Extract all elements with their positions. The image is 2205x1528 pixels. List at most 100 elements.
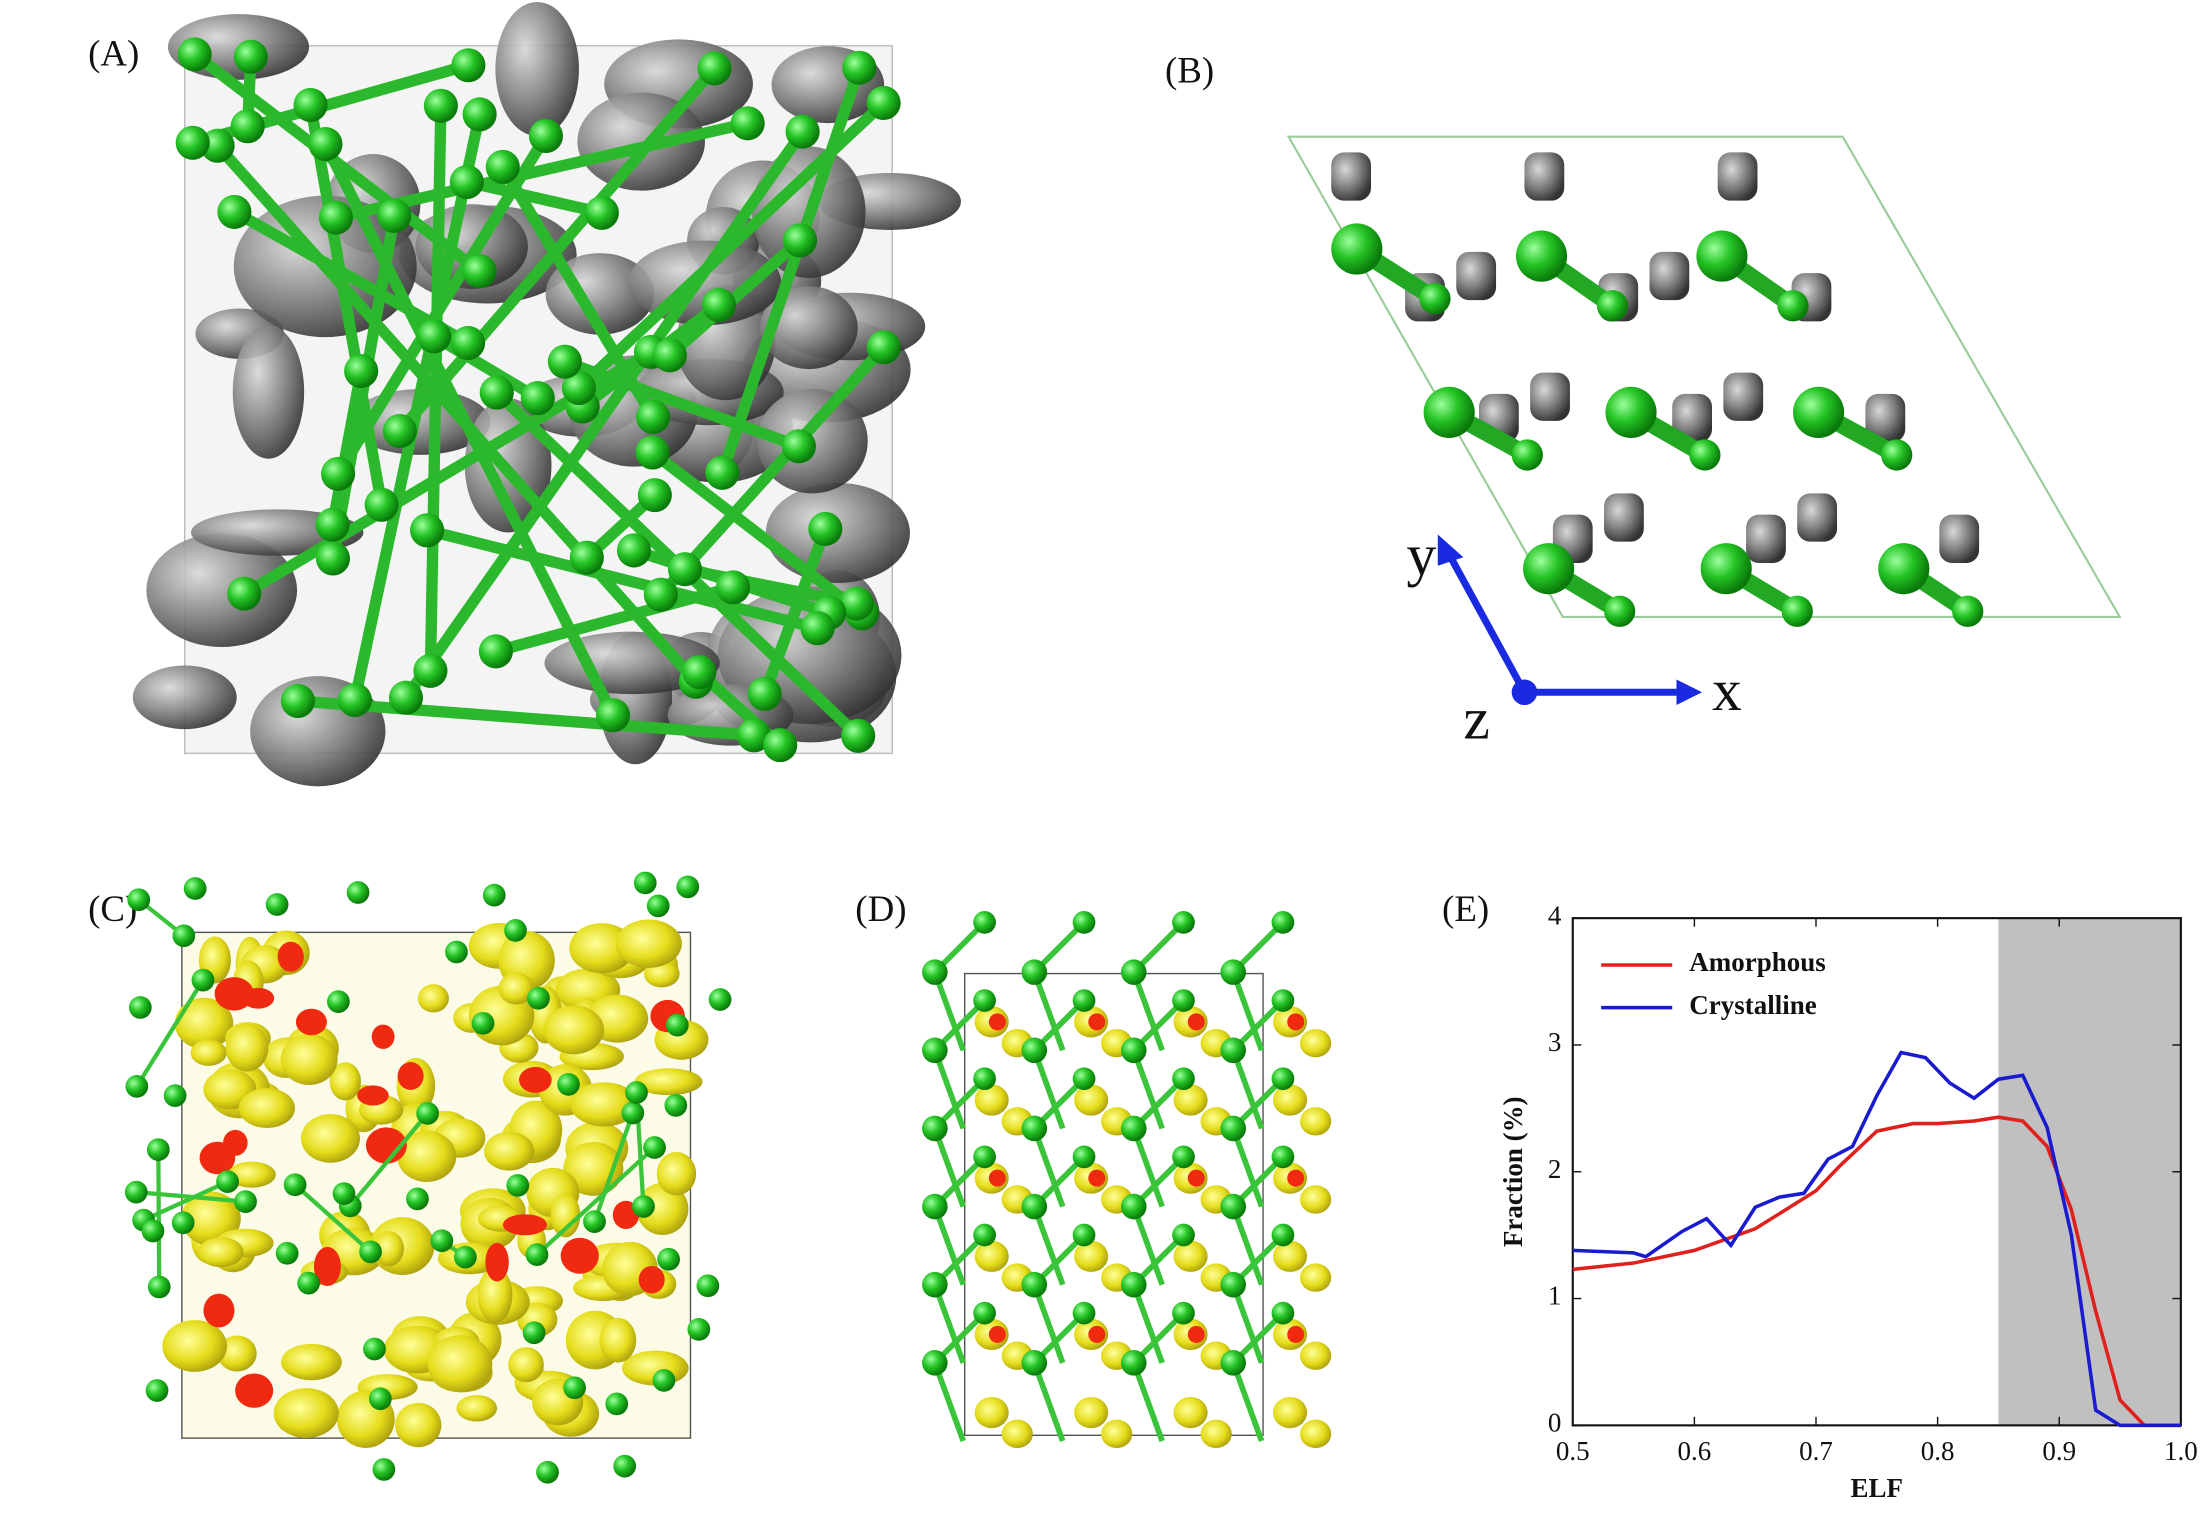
axes-arrows: y x z: [1407, 522, 1742, 751]
x-tick-label: 0.9: [2042, 1436, 2076, 1466]
atom: [478, 634, 513, 669]
bond: [932, 1361, 966, 1442]
atom: [665, 1013, 689, 1037]
atom: [1172, 1223, 1195, 1247]
bond: [1131, 1361, 1165, 1442]
atom: [561, 371, 596, 406]
arrow-head: [1437, 534, 1464, 566]
axis-letter: y: [1407, 522, 1437, 588]
atom: [781, 429, 816, 464]
atom: [715, 570, 751, 605]
atom: [1021, 1271, 1048, 1298]
atom: [504, 919, 527, 942]
bond: [1031, 1283, 1066, 1364]
atom: [1072, 1301, 1096, 1325]
atom: [413, 653, 448, 688]
atom: [406, 1187, 429, 1211]
atom: [643, 1136, 666, 1159]
bond: [191, 49, 484, 276]
atom: [321, 456, 356, 491]
atom: [471, 1011, 495, 1035]
atom: [632, 1195, 655, 1218]
atom: [388, 680, 424, 715]
atom: [697, 51, 732, 86]
atom: [1220, 1193, 1246, 1220]
atom: [1021, 1115, 1048, 1142]
atom: [682, 655, 717, 690]
isosurface-core: [357, 1085, 389, 1106]
atom: [327, 990, 350, 1013]
atom: [1172, 911, 1195, 934]
bond: [649, 447, 866, 618]
atom: [1021, 1193, 1048, 1220]
atom: [664, 1093, 688, 1117]
isosurface: [373, 1230, 404, 1267]
atom: [621, 1101, 645, 1125]
isosurface: [162, 1320, 227, 1372]
isosurface-core: [214, 977, 254, 1011]
atom: [1511, 439, 1543, 471]
atom: [1700, 543, 1752, 595]
atom: [973, 1067, 996, 1091]
isosurface: [227, 1161, 276, 1188]
panel-label: (A): [88, 33, 139, 75]
atom: [1072, 911, 1096, 934]
isosurface: [1173, 1084, 1208, 1116]
atom: [141, 1219, 165, 1243]
bond: [136, 1190, 246, 1204]
atom: [708, 988, 732, 1011]
arrow: [1446, 552, 1528, 694]
atom: [1072, 1223, 1096, 1247]
x-axis-label: ELF: [1851, 1473, 1903, 1503]
atom: [479, 375, 514, 410]
isosurface-core: [560, 1237, 599, 1274]
isosurface: [498, 972, 534, 1005]
bond: [1031, 971, 1066, 1052]
x-tick-label: 0.7: [1799, 1436, 1833, 1466]
atom: [520, 381, 555, 416]
bond: [304, 103, 388, 506]
atom: [297, 1271, 320, 1295]
isosurface: [1299, 1263, 1332, 1292]
isosurface-core: [1187, 1169, 1205, 1187]
isosurface: [1101, 1419, 1133, 1449]
isosurface: [1074, 1240, 1109, 1272]
bond: [716, 65, 865, 475]
atom: [667, 552, 702, 587]
ion: [1865, 393, 1906, 443]
bond: [401, 128, 808, 701]
isosurface: [417, 984, 449, 1013]
isosurface-core: [1287, 1169, 1305, 1187]
atom: [922, 1115, 948, 1142]
isosurface: [656, 1152, 697, 1196]
bond: [1230, 1049, 1265, 1130]
y-tick-label: 2: [1548, 1154, 1562, 1184]
atom: [423, 88, 458, 123]
atom: [563, 1376, 586, 1400]
ion: [1723, 372, 1764, 421]
y-tick-label: 0: [1548, 1408, 1562, 1438]
atom: [605, 1392, 629, 1416]
isosurface: [508, 1347, 544, 1383]
chart: 0.5 0.6 0.7 0.8 0.9 1.0 0 1 2 3 4 ELF Fraction (%) Am…: [1498, 900, 2198, 1503]
isosurface: [225, 1023, 269, 1072]
atom: [1172, 989, 1195, 1012]
panel-label: (D): [855, 888, 906, 930]
ion: [1797, 493, 1838, 542]
bond: [1131, 1127, 1165, 1208]
isosurface-core: [203, 1293, 235, 1328]
series-line: [1572, 1115, 2181, 1428]
atom: [216, 1170, 239, 1194]
atom: [175, 125, 210, 160]
atom: [595, 698, 631, 733]
ion: [1672, 393, 1713, 443]
bond: [348, 1111, 430, 1208]
atom: [613, 1454, 637, 1478]
atom: [368, 1387, 392, 1411]
atom: [451, 325, 486, 360]
atom: [265, 893, 289, 916]
ion: [1717, 152, 1758, 201]
isosurface-core: [502, 1214, 548, 1236]
bond: [465, 176, 604, 219]
atom: [359, 1240, 382, 1264]
